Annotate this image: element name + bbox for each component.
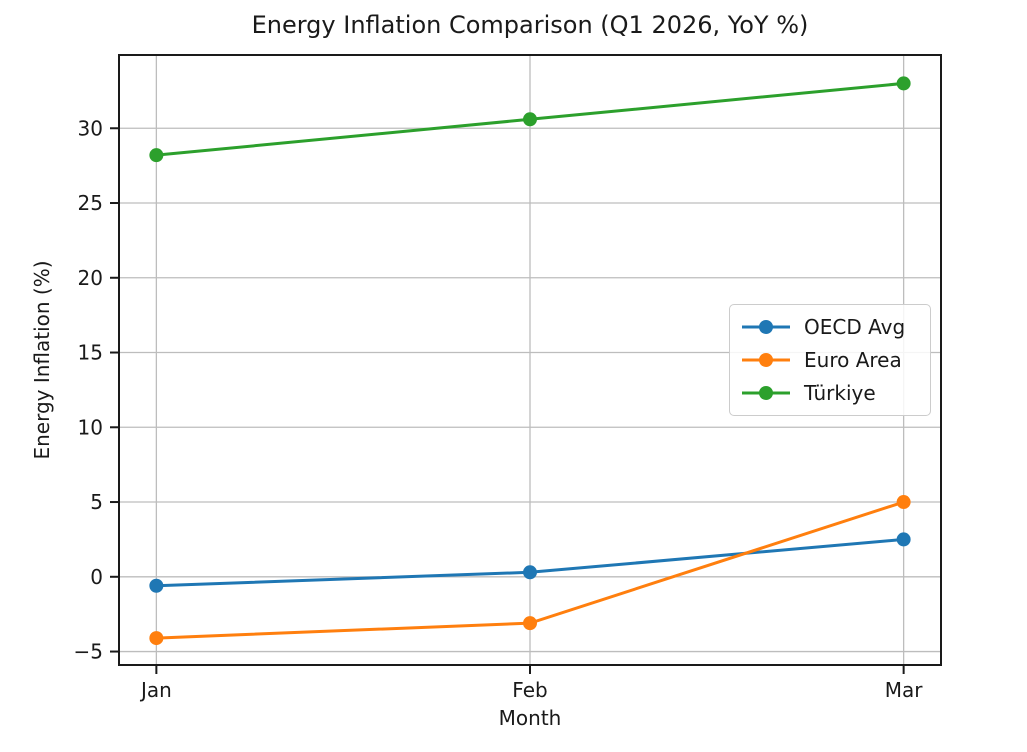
plot-border	[118, 54, 942, 666]
legend: OECD Avg Euro Area Türkiye	[729, 304, 931, 416]
legend-item-oecd-avg: OECD Avg	[740, 312, 920, 342]
data-point-oecd-avg	[896, 532, 911, 547]
data-point-t-rkiye	[896, 76, 911, 91]
line-marker-icon	[742, 386, 790, 400]
data-point-euro-area	[896, 495, 911, 510]
y-tick-label: 0	[90, 565, 103, 589]
line-marker-icon	[742, 353, 790, 367]
legend-label: Türkiye	[804, 381, 876, 405]
data-point-oecd-avg	[149, 578, 164, 593]
data-point-t-rkiye	[149, 148, 164, 163]
legend-item-euro-area: Euro Area	[740, 345, 920, 375]
y-tick-label: 10	[78, 415, 103, 439]
x-axis-label: Month	[498, 706, 562, 730]
y-tick-label: 25	[78, 191, 103, 215]
y-tick-label: 15	[78, 341, 103, 365]
y-tick-label: −5	[74, 640, 103, 664]
legend-label: OECD Avg	[804, 315, 906, 339]
x-tick-label: Feb	[512, 678, 547, 702]
legend-label: Euro Area	[804, 348, 902, 372]
y-tick-label: 5	[90, 490, 103, 514]
y-tick-label: 20	[78, 266, 103, 290]
x-tick-label: Jan	[139, 678, 172, 702]
y-tick-label: 30	[78, 116, 103, 140]
data-point-oecd-avg	[523, 565, 537, 580]
legend-item-turkiye: Türkiye	[740, 378, 920, 408]
y-axis-label: Energy Inflation (%)	[30, 260, 54, 460]
data-point-t-rkiye	[523, 112, 537, 127]
chart-title: Energy Inflation Comparison (Q1 2026, Yo…	[251, 11, 809, 39]
data-point-euro-area	[523, 616, 537, 631]
line-marker-icon	[742, 320, 790, 334]
data-point-euro-area	[149, 631, 164, 646]
x-tick-label: Mar	[885, 678, 924, 702]
